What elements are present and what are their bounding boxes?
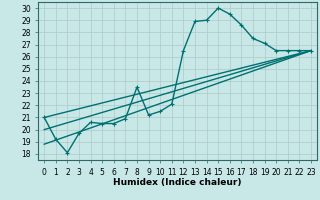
X-axis label: Humidex (Indice chaleur): Humidex (Indice chaleur) <box>113 178 242 187</box>
